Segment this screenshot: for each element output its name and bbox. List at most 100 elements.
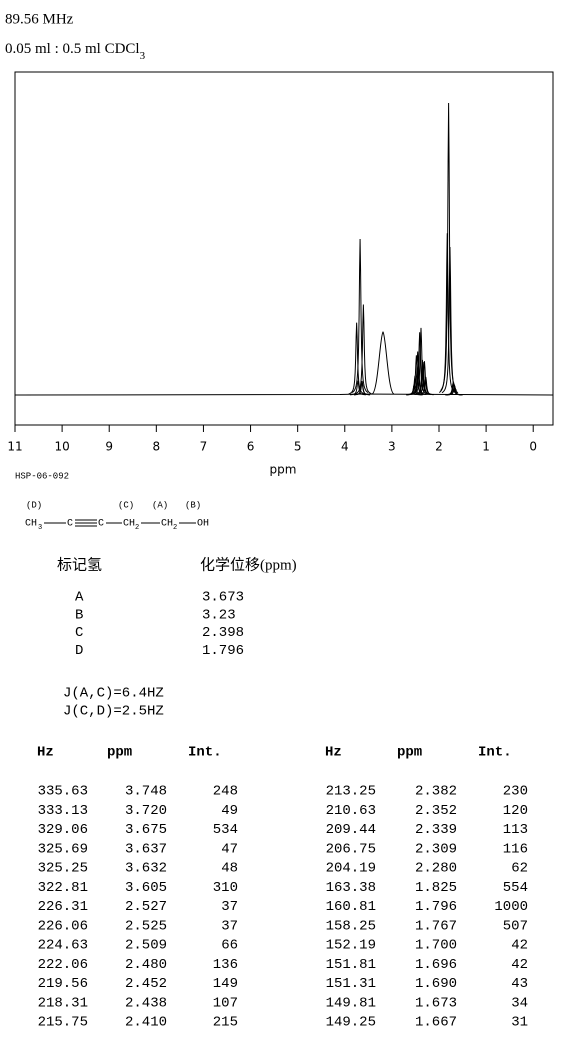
peak-cell: 2.509 xyxy=(125,938,167,954)
atom: C xyxy=(67,519,73,530)
peak-cell: 116 xyxy=(503,841,528,857)
peak-cell: 3.748 xyxy=(125,784,167,800)
peak-column-header: Int. xyxy=(188,745,222,761)
sample-subscript: 3 xyxy=(140,50,146,62)
atom-subscript: 2 xyxy=(173,524,177,532)
peak-cell: 42 xyxy=(511,938,528,954)
peak-cell: 160.81 xyxy=(326,899,376,915)
peak-cell: 226.31 xyxy=(38,899,88,915)
atom: C xyxy=(98,519,104,530)
peak-column-header: ppm xyxy=(107,745,132,761)
sample: 0.05 ml : 0.5 ml CDCl3 xyxy=(5,41,146,61)
peak xyxy=(351,239,369,394)
peak xyxy=(417,376,434,396)
peak-cell: 204.19 xyxy=(326,861,376,877)
peak-cell: 2.309 xyxy=(415,841,457,857)
assignment-label: D xyxy=(75,643,83,659)
peak-cell: 325.69 xyxy=(38,841,88,857)
peak-cell: 333.13 xyxy=(38,803,88,819)
atom: CH xyxy=(123,519,135,530)
peak-cell: 226.06 xyxy=(38,918,88,934)
peak xyxy=(354,380,371,396)
peak-cell: 230 xyxy=(503,784,528,800)
assignment-shift: 2.398 xyxy=(202,625,244,641)
x-tick-label: 4 xyxy=(341,440,349,454)
peak-cell: 163.38 xyxy=(326,880,376,896)
peak-cell: 2.352 xyxy=(415,803,457,819)
peak-cell: 120 xyxy=(503,803,528,819)
x-tick-label: 6 xyxy=(247,440,255,454)
peak xyxy=(349,380,366,396)
peak-cell: 2.438 xyxy=(125,995,167,1011)
peak-cell: 3.637 xyxy=(125,841,167,857)
peak-cell: 37 xyxy=(221,899,238,915)
sample-text: 0.05 ml : 0.5 ml CDCl xyxy=(5,41,140,57)
peak-cell: 3.605 xyxy=(125,880,167,896)
structure: (D) (C) (A) (B) CH 3 C C CH 2 CH 2 OH xyxy=(25,500,209,531)
atom: CH xyxy=(25,519,37,530)
peak-cell: 3.675 xyxy=(125,822,167,838)
peak-cell: 218.31 xyxy=(38,995,88,1011)
structure-label: (A) xyxy=(152,500,168,510)
peak-cell: 554 xyxy=(503,880,528,896)
peak-cell: 2.280 xyxy=(415,861,457,877)
peak-cell: 107 xyxy=(213,995,238,1011)
spectrum-code: HSP-06-092 xyxy=(15,471,69,481)
peak-cell: 1.700 xyxy=(415,938,457,954)
peak-cell: 335.63 xyxy=(38,784,88,800)
plot-frame xyxy=(14,71,554,426)
broad-peak xyxy=(371,331,395,395)
x-tick-label: 0 xyxy=(529,440,537,454)
x-tick-label: 2 xyxy=(435,440,443,454)
peak-cell: 224.63 xyxy=(38,938,88,954)
assignment-label: C xyxy=(75,625,83,641)
peak-column-header: Hz xyxy=(37,745,54,761)
peak-cell: 2.480 xyxy=(125,957,167,973)
peak-cell: 48 xyxy=(221,861,238,877)
x-tick-label: 10 xyxy=(54,440,69,454)
peak-cell: 47 xyxy=(221,841,238,857)
peak-cell: 2.527 xyxy=(125,899,167,915)
peak-cell: 62 xyxy=(511,861,528,877)
x-tick-label: 9 xyxy=(105,440,113,454)
peak-cell: 149 xyxy=(213,976,238,992)
assignment-shift: 3.673 xyxy=(202,590,244,606)
atom-subscript: 3 xyxy=(38,524,42,532)
coupling: J(A,C)=6.4HZ xyxy=(63,686,164,702)
peak-cell: 31 xyxy=(511,1015,528,1031)
peak-cell: 152.19 xyxy=(326,938,376,954)
peak xyxy=(446,384,463,396)
peak-cell: 3.632 xyxy=(125,861,167,877)
peak-cell: 209.44 xyxy=(326,822,376,838)
peak-cell: 310 xyxy=(213,880,238,896)
peak xyxy=(411,332,428,395)
peak-cell: 2.525 xyxy=(125,918,167,934)
peak-cell: 325.25 xyxy=(38,861,88,877)
peak-cell: 215 xyxy=(213,1015,238,1031)
peak-table: Hz ppm Int. Hz ppm Int. 335.63 3.748 248 333.13 3.… xyxy=(37,745,528,1031)
peak-cell: 42 xyxy=(511,957,528,973)
peak-column-header: ppm xyxy=(397,745,422,761)
structure-label: (B) xyxy=(185,500,201,510)
peak-cell: 2.339 xyxy=(415,822,457,838)
assignment-header: 化学位移(ppm) xyxy=(200,556,297,573)
peak-cell: 322.81 xyxy=(38,880,88,896)
peak-cell: 329.06 xyxy=(38,822,88,838)
structure-label: (C) xyxy=(118,500,134,510)
peak-cell: 248 xyxy=(213,784,238,800)
assignment-shift: 3.23 xyxy=(202,607,236,623)
x-tick-label: 3 xyxy=(388,440,396,454)
x-axis-label: ppm xyxy=(270,463,297,477)
atom-subscript: 2 xyxy=(135,524,139,532)
peak-cell: 213.25 xyxy=(326,784,376,800)
assignment-shift: 1.796 xyxy=(202,643,244,659)
frequency: 89.56 MHz xyxy=(5,11,74,27)
peak-column-header: Hz xyxy=(325,745,342,761)
peak-cell: 222.06 xyxy=(38,957,88,973)
assignment-label: A xyxy=(75,590,84,606)
peak-cell: 1.796 xyxy=(415,899,457,915)
peak-cell: 1000 xyxy=(494,899,528,915)
peak-cell: 2.382 xyxy=(415,784,457,800)
peak-cell: 158.25 xyxy=(326,918,376,934)
atom: OH xyxy=(197,519,209,530)
